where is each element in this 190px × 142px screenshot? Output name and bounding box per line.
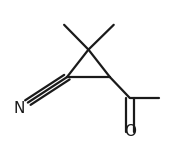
- Text: N: N: [13, 101, 25, 116]
- Text: O: O: [124, 124, 136, 139]
